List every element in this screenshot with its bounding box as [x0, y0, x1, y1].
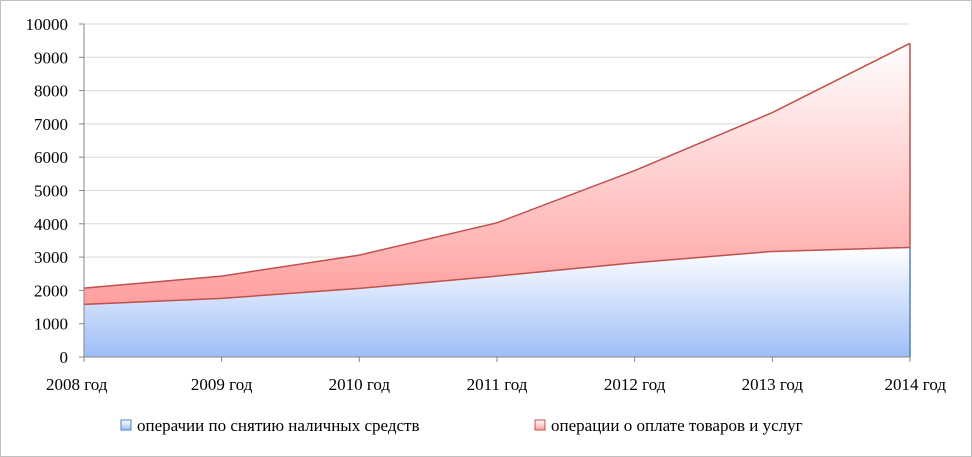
x-axis-ticks: 2008 год 2009 год 2010 год 2011 год 2012 год…	[46, 375, 946, 394]
y-tick-label: 2000	[34, 281, 68, 300]
x-tick-label: 2014 год	[885, 375, 947, 394]
x-tick-label: 2008 год	[46, 375, 108, 394]
y-tick-label: 0	[60, 348, 69, 367]
y-tick-label: 7000	[34, 115, 68, 134]
y-tick-label: 1000	[34, 315, 68, 334]
x-tick-label: 2013 год	[742, 375, 804, 394]
legend-label-1: операчии по снятию наличных средств	[137, 416, 420, 435]
legend-swatch-2	[534, 419, 546, 431]
y-tick-label: 4000	[34, 215, 68, 234]
y-tick-label: 3000	[34, 248, 68, 267]
y-axis-ticks: 0 1000 2000 3000 4000 5000 6000 7000 8000 9000 100…	[26, 15, 69, 367]
area-series-2	[84, 43, 910, 305]
legend-swatch-1	[120, 419, 132, 431]
y-tick-label: 8000	[34, 82, 68, 101]
y-tick-label: 9000	[34, 48, 68, 67]
x-tick-label: 2011 год	[467, 375, 528, 394]
y-tick-label: 5000	[34, 182, 68, 201]
legend: операчии по снятию наличных средств опера…	[120, 416, 803, 435]
area-series-1	[84, 247, 910, 357]
area-series	[83, 42, 911, 357]
axes	[79, 23, 911, 362]
legend-label-2: операции о оплате товаров и услуг	[551, 416, 803, 435]
x-tick-label: 2010 год	[329, 375, 391, 394]
line-series-1-top	[83, 246, 911, 306]
y-tick-label: 6000	[34, 148, 68, 167]
x-tick-label: 2012 год	[604, 375, 666, 394]
line-series-2-top	[83, 42, 911, 289]
x-tick-label: 2009 год	[191, 375, 253, 394]
y-tick-label: 10000	[26, 15, 69, 34]
